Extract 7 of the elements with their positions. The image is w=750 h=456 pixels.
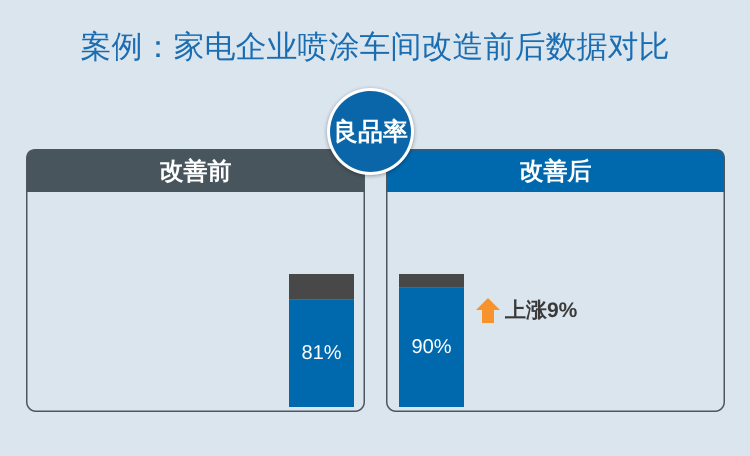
chart-subtitle: 良品率 [333,116,408,148]
data-label: 81% [301,342,342,364]
chart-title: 案例：家电企业喷涂车间改造前后数据对比 [80,29,670,64]
x-tick-label: 改善后 [520,156,592,186]
data-label: 90% [411,336,452,358]
annotation: 上涨9% [505,299,578,322]
x-tick-label: 改善前 [160,156,232,186]
